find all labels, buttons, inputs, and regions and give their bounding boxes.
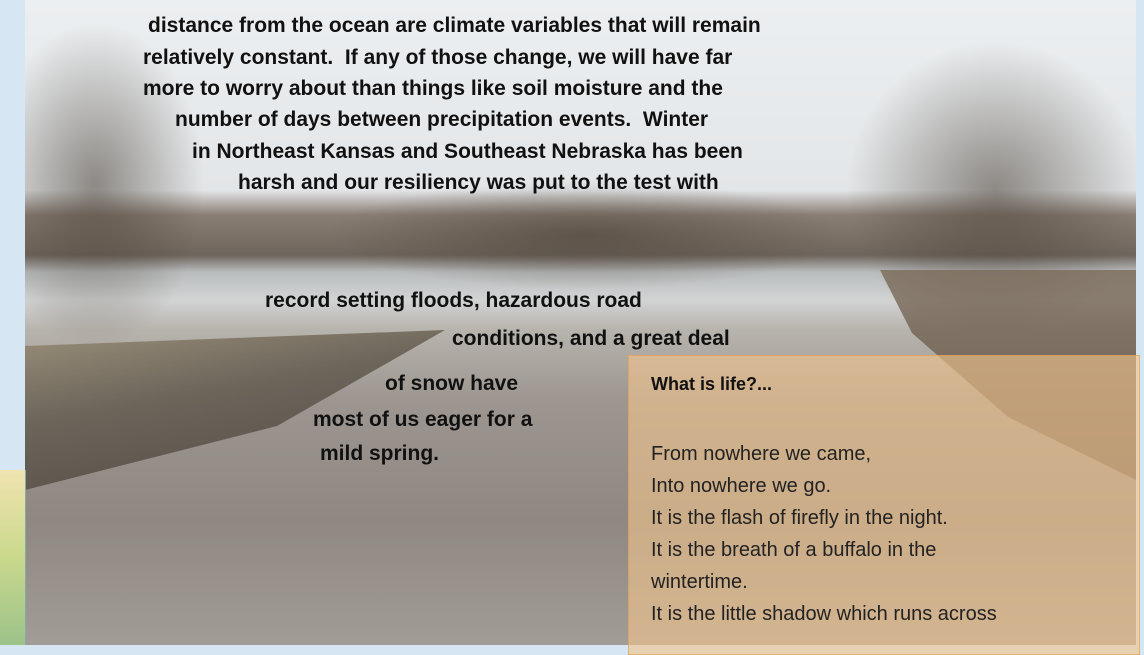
- poem-line: It is the breath of a buffalo in the: [651, 539, 936, 562]
- article-line: most of us eager for a: [313, 409, 532, 430]
- article-line: in Northeast Kansas and Southeast Nebras…: [192, 141, 743, 162]
- treeline: [325, 180, 845, 290]
- article-line: conditions, and a great deal: [452, 328, 730, 349]
- poem-line: Into nowhere we go.: [651, 475, 831, 498]
- poem-title: What is life?...: [651, 374, 772, 395]
- poem-box: What is life?... From nowhere we came, In…: [628, 355, 1140, 655]
- article-line: more to worry about than things like soi…: [143, 78, 723, 99]
- tree: [25, 20, 205, 350]
- poem-line: From nowhere we came,: [651, 443, 871, 466]
- article-line: harsh and our resiliency was put to the …: [238, 172, 719, 193]
- article-line: number of days between precipitation eve…: [175, 109, 708, 130]
- side-thumbnail: [0, 470, 26, 645]
- poem-line: It is the flash of firefly in the night.: [651, 507, 948, 530]
- article-line: record setting floods, hazardous road: [265, 290, 642, 311]
- article-line: mild spring.: [320, 443, 439, 464]
- article-line: relatively constant. If any of those cha…: [143, 47, 732, 68]
- article-line: distance from the ocean are climate vari…: [148, 15, 761, 36]
- page: distance from the ocean are climate vari…: [0, 0, 1144, 645]
- poem-line: wintertime.: [651, 571, 748, 594]
- article-line: of snow have: [385, 373, 518, 394]
- poem-line: It is the little shadow which runs acros…: [651, 603, 997, 626]
